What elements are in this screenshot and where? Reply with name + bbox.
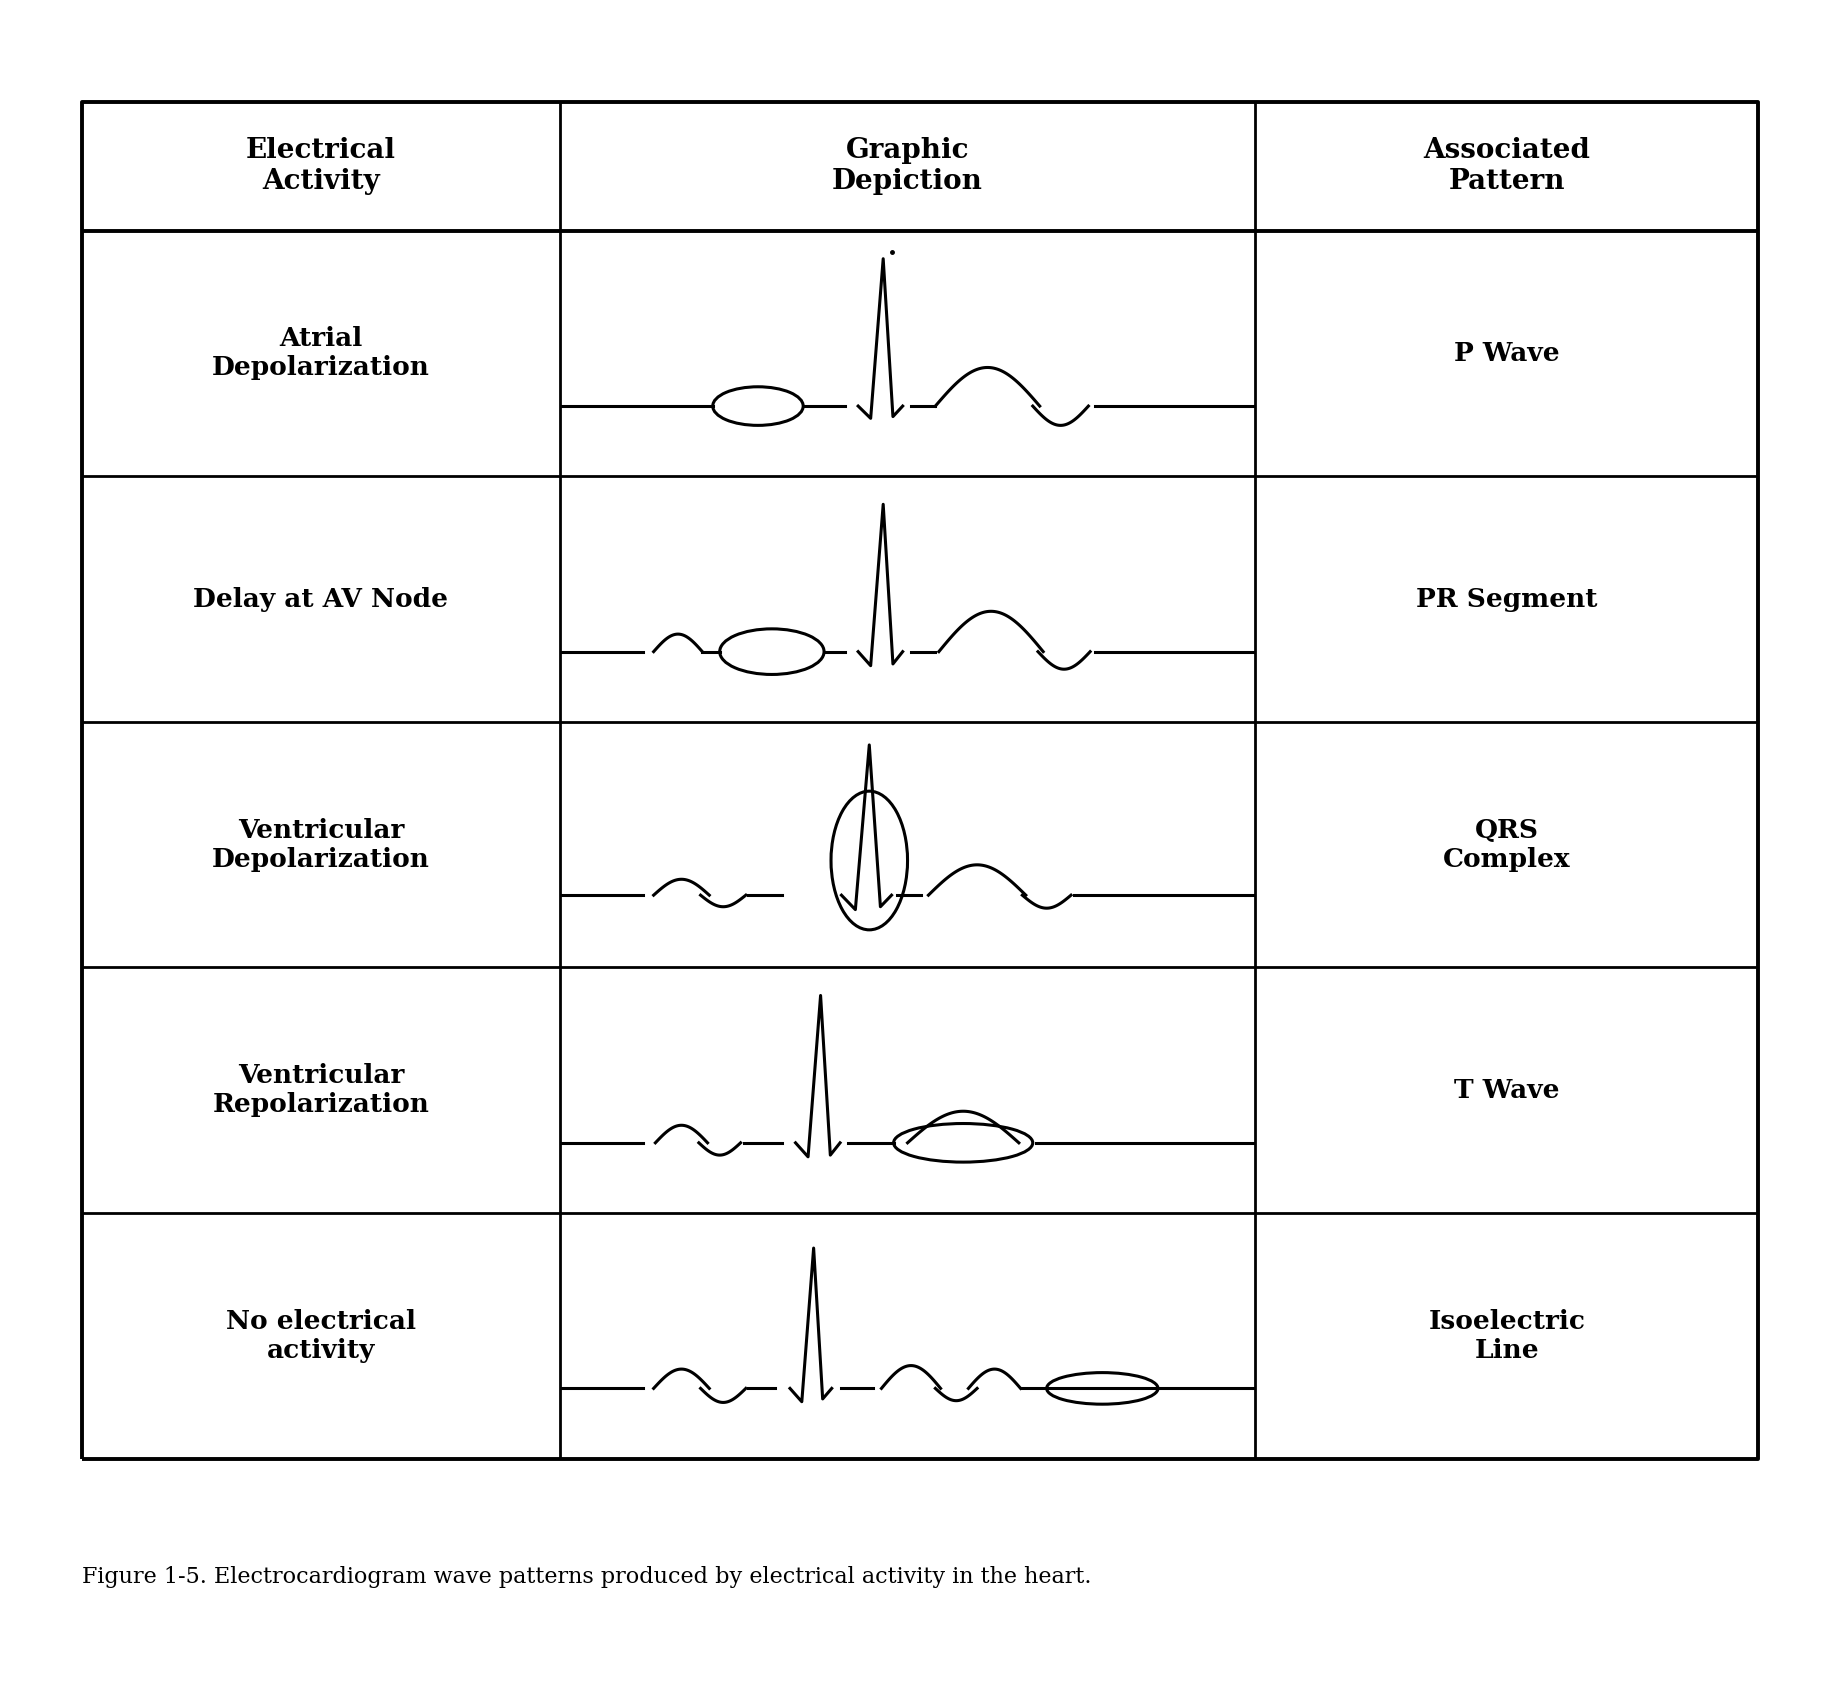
Text: Figure 1-5. Electrocardiogram wave patterns produced by electrical activity in t: Figure 1-5. Electrocardiogram wave patte… (82, 1567, 1091, 1587)
Text: PR Segment: PR Segment (1416, 587, 1598, 612)
Text: Ventricular
Repolarization: Ventricular Repolarization (213, 1063, 430, 1118)
Text: T Wave: T Wave (1454, 1077, 1560, 1102)
Text: Delay at AV Node: Delay at AV Node (193, 587, 448, 612)
Text: No electrical
activity: No electrical activity (226, 1309, 415, 1364)
Text: Ventricular
Depolarization: Ventricular Depolarization (211, 817, 430, 872)
Text: P Wave: P Wave (1454, 341, 1560, 366)
Text: Electrical
Activity: Electrical Activity (246, 137, 395, 195)
Text: Atrial
Depolarization: Atrial Depolarization (211, 326, 430, 380)
Text: QRS
Complex: QRS Complex (1443, 817, 1571, 872)
Text: Isoelectric
Line: Isoelectric Line (1428, 1309, 1585, 1364)
Text: Associated
Pattern: Associated Pattern (1423, 137, 1591, 195)
Text: Graphic
Depiction: Graphic Depiction (833, 137, 984, 195)
